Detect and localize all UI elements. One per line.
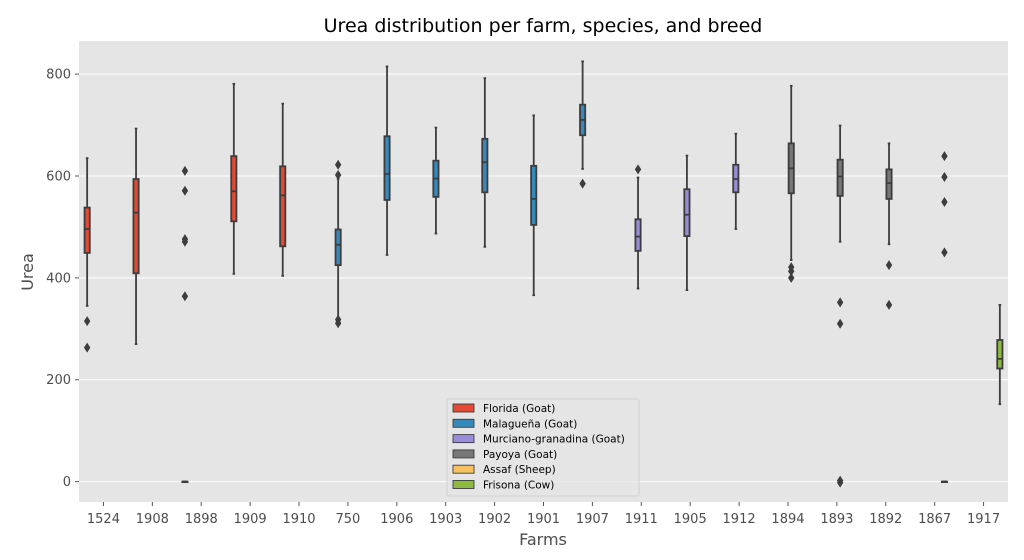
legend-label: Assaf (Sheep) — [483, 464, 556, 476]
legend-swatch — [452, 418, 475, 428]
legend-swatch — [452, 403, 475, 413]
box-body — [83, 206, 91, 254]
box-body — [683, 188, 691, 237]
box-1902 — [481, 77, 489, 248]
y-tick-label: 400 — [46, 271, 71, 286]
box-body — [132, 178, 140, 275]
x-tick-label: 1907 — [576, 512, 609, 527]
box-1898 — [181, 165, 189, 484]
outlier-point — [83, 342, 91, 353]
legend-label: Payoya (Goat) — [483, 449, 557, 461]
legend-swatch — [452, 434, 475, 444]
box-body — [996, 339, 1004, 370]
x-tick-label: 1893 — [820, 512, 853, 527]
box-1908 — [132, 127, 140, 345]
x-tick-label: 1903 — [429, 512, 462, 527]
box-1892 — [885, 142, 893, 310]
box-body — [634, 218, 642, 252]
legend-label: Florida (Goat) — [483, 403, 555, 415]
y-tick-label: 600 — [46, 169, 71, 184]
box-1909 — [230, 82, 238, 275]
box-1917 — [996, 303, 1004, 406]
outlier-point — [788, 272, 795, 283]
box-1910 — [279, 102, 287, 277]
outlier-point — [788, 266, 795, 277]
legend-label: Frisona (Cow) — [483, 480, 554, 492]
x-tick-label: 1901 — [527, 512, 560, 527]
box-1907 — [579, 60, 587, 189]
box-1524 — [83, 157, 91, 353]
box-1894 — [787, 84, 795, 283]
x-tick-label: 1910 — [282, 512, 315, 527]
box-body — [481, 137, 489, 194]
y-tick-label: 800 — [46, 68, 71, 83]
box-1903 — [432, 126, 440, 235]
outlier-point — [334, 159, 342, 170]
outlier-point — [941, 247, 948, 258]
outlier-point — [836, 297, 844, 308]
outlier-point — [181, 185, 189, 196]
legend-label: Malagueña (Goat) — [483, 418, 577, 430]
chart-title: Urea distribution per farm, species, and… — [324, 15, 763, 37]
outlier-point — [836, 318, 844, 329]
x-tick-label: 1524 — [87, 512, 120, 527]
x-tick-label: 1906 — [380, 512, 413, 527]
outlier-point — [181, 291, 189, 302]
outlier-point — [941, 172, 948, 183]
outlier-point — [181, 165, 189, 176]
outlier-point — [334, 318, 342, 329]
y-tick-label: 0 — [63, 475, 71, 490]
outlier-point — [941, 196, 948, 207]
y-axis: 0 200 400 600 800 — [46, 68, 79, 490]
box-1893 — [836, 124, 844, 488]
x-axis: 1524 1908 1898 1909 1910 750 1906 1903 1902 1901 1… — [87, 502, 1000, 527]
outlier-point — [885, 299, 893, 310]
x-axis-label: Farms — [519, 530, 567, 549]
x-tick-label: 1908 — [136, 512, 169, 527]
box-body — [885, 168, 893, 200]
legend-swatch — [452, 464, 475, 474]
box-1901 — [530, 114, 538, 297]
x-tick-label: 1905 — [674, 512, 707, 527]
legend-swatch — [452, 449, 475, 459]
outlier-point — [181, 236, 189, 247]
box-1867 — [940, 151, 948, 484]
outlier-point — [941, 151, 948, 162]
x-tick-label: 1911 — [625, 512, 658, 527]
box-1905 — [683, 154, 691, 291]
legend-swatch — [452, 480, 475, 489]
legend-frame — [446, 398, 640, 497]
y-tick-label: 200 — [46, 373, 71, 388]
box-body — [279, 165, 287, 248]
outlier-point — [836, 477, 844, 488]
x-tick-label: 1909 — [234, 512, 267, 527]
x-tick-label: 1892 — [869, 512, 902, 527]
box-body — [530, 164, 538, 226]
box-1906 — [383, 65, 391, 256]
outlier-point — [334, 169, 342, 180]
box-1912 — [732, 132, 740, 230]
box-body — [383, 135, 391, 201]
box-750 — [334, 159, 342, 329]
outlier-point — [885, 260, 893, 271]
legend: Florida (Goat) Malagueña (Goat) Murciano-g… — [446, 398, 640, 497]
box-body — [230, 155, 238, 223]
y-axis-label: Urea — [18, 253, 37, 291]
x-tick-label: 1898 — [185, 512, 218, 527]
box-1911 — [634, 164, 642, 290]
outlier-point — [83, 316, 91, 327]
x-tick-label: 1912 — [723, 512, 756, 527]
x-tick-label: 750 — [336, 512, 361, 527]
outlier-point — [634, 164, 642, 175]
box-body — [334, 228, 342, 267]
legend-label: Murciano-granadina (Goat) — [483, 434, 625, 446]
x-tick-label: 1917 — [967, 512, 1000, 527]
box-body — [836, 158, 844, 197]
x-tick-label: 1894 — [771, 512, 804, 527]
x-tick-label: 1902 — [478, 512, 511, 527]
outlier-point — [579, 178, 586, 189]
x-tick-label: 1867 — [918, 512, 951, 527]
boxes — [83, 60, 1004, 488]
